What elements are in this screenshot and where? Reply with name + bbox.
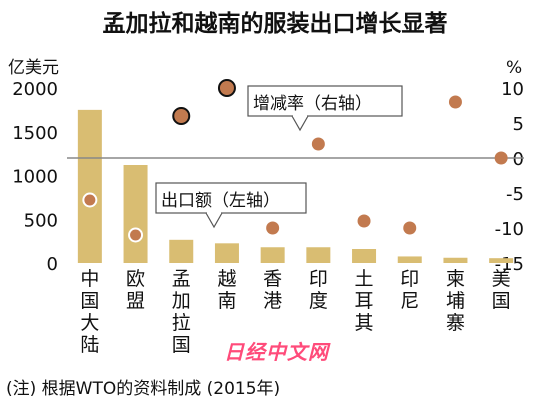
chart-title: 孟加拉和越南的服装出口增长显著 (102, 11, 448, 37)
category-label: 孟加拉国 (172, 268, 191, 356)
left-tick-label: 0 (47, 254, 58, 275)
left-tick-label: 1000 (12, 167, 58, 188)
right-tick-label: -10 (495, 219, 524, 240)
legend-rate-label: 增减率（右轴） (253, 94, 372, 114)
rate-point (82, 192, 98, 208)
rate-point (217, 79, 236, 97)
legend-callout-rate: 增减率（右轴） (247, 85, 403, 132)
bar (123, 165, 148, 263)
category-label: 香港 (263, 268, 282, 312)
category-label: 印尼 (400, 268, 419, 312)
category-label: 欧盟 (126, 268, 145, 312)
rate-point (357, 214, 371, 228)
right-tick-label: -5 (506, 184, 524, 205)
bar (214, 243, 239, 263)
category-label: 土耳其 (355, 268, 374, 334)
bar (169, 239, 194, 263)
rate-point (448, 95, 462, 109)
bar-series (77, 109, 514, 263)
category-label: 越南 (217, 268, 236, 312)
left-tick-label: 1500 (12, 123, 58, 144)
bar (306, 247, 331, 263)
footnote: (注) 根据WTO的资料制成 (2015年) (6, 379, 281, 399)
rate-point (494, 151, 508, 165)
legend-callout-export: 出口额（左轴） (155, 182, 307, 229)
rate-point (172, 107, 191, 125)
category-label: 柬埔寨 (446, 268, 465, 334)
rate-point (266, 221, 280, 235)
bar (77, 109, 102, 263)
right-tick-label: 5 (513, 114, 524, 135)
category-label: 美国 (492, 268, 511, 312)
right-tick-label: 0 (513, 149, 524, 170)
right-tick-label: 10 (501, 79, 524, 100)
legend-export-label: 出口额（左轴） (161, 191, 280, 211)
rate-point (128, 227, 144, 243)
left-tick-label: 500 (24, 210, 58, 231)
rate-point (311, 137, 325, 151)
right-axis-label: % (506, 58, 522, 78)
bar (352, 249, 377, 263)
logo-text: 日经中文网 (224, 340, 329, 364)
bar (489, 258, 514, 263)
category-label: 印度 (309, 268, 328, 312)
bar (443, 257, 468, 263)
left-axis-label: 亿美元 (8, 58, 59, 78)
bar (260, 247, 285, 263)
point-series (82, 79, 508, 243)
category-label: 中国大陆 (80, 268, 99, 356)
rate-point (403, 221, 417, 235)
left-tick-label: 2000 (12, 79, 58, 100)
bar (397, 256, 422, 263)
